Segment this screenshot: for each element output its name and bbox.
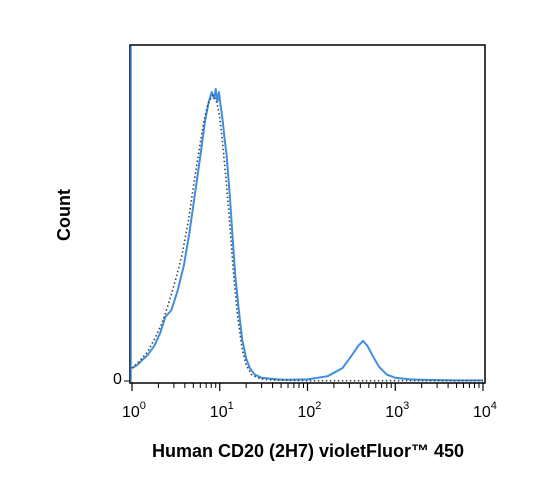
plot-frame [129,44,486,384]
series-line-stained-solid [131,87,483,382]
x-tick-label: 101 [210,400,234,421]
x-tick-label: 104 [473,400,497,421]
y-tick-label: 0 [113,371,122,388]
x-axis-label: Human CD20 (2H7) violetFluor™ 450 [152,441,464,461]
series-line-control-dotted [131,94,483,382]
tick-layer: 100 101 102 103 104 0 [113,371,497,421]
x-tick-label: 102 [298,400,322,421]
x-tick-label: 100 [122,400,146,421]
series-layer [131,87,483,382]
x-tick-label: 103 [385,400,409,421]
y-axis-label: Count [54,189,74,241]
